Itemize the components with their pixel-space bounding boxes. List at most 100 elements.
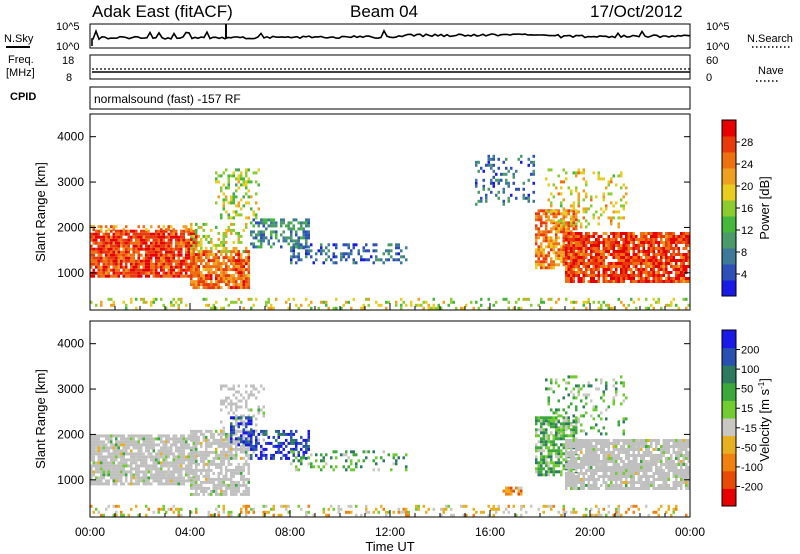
scatter-cell (292, 453, 295, 457)
scatter-cell (230, 300, 233, 304)
scatter-cell (277, 435, 280, 439)
scatter-cell (332, 468, 335, 472)
scatter-cell (155, 479, 158, 483)
scatter-cell (97, 265, 100, 269)
scatter-cell (640, 235, 643, 238)
scatter-cell (567, 253, 570, 256)
scatter-cell (160, 482, 163, 486)
scatter-cell (260, 230, 263, 234)
scatter-cell (215, 447, 218, 451)
scatter-cell (685, 268, 688, 271)
scatter-cell (110, 467, 113, 471)
scatter-cell (427, 306, 430, 310)
scatter-cell (647, 259, 650, 262)
scatter-cell (312, 465, 315, 469)
scatter-cell (365, 297, 368, 301)
scatter-cell (632, 241, 635, 244)
scatter-cell (125, 250, 128, 254)
scatter-cell (162, 440, 165, 444)
scatter-cell (622, 271, 625, 274)
scatter-cell (230, 431, 233, 435)
scatter-cell (207, 262, 210, 266)
scatter-cell (615, 271, 618, 274)
scatter-cell (285, 239, 288, 243)
scatter-cell (347, 300, 350, 304)
scatter-cell (582, 300, 585, 304)
scatter-cell (242, 444, 245, 448)
scatter-cell (577, 241, 580, 244)
scatter-cell (602, 271, 605, 274)
scatter-cell (295, 468, 298, 472)
scatter-cell (177, 241, 180, 245)
scatter-cell (172, 271, 175, 275)
scatter-cell (195, 465, 198, 469)
scatter-cell (632, 439, 635, 442)
scatter-cell (562, 219, 565, 223)
scatter-cell (632, 457, 635, 460)
scatter-cell (137, 256, 140, 260)
scatter-cell (627, 232, 630, 235)
scatter-cell (170, 479, 173, 483)
scatter-cell (210, 489, 213, 493)
scatter-cell (547, 210, 550, 214)
scatter-cell (487, 297, 490, 301)
scatter-cell (535, 236, 538, 240)
scatter-cell (107, 253, 110, 257)
scatter-cell (237, 437, 240, 441)
scatter-cell (140, 461, 143, 465)
scatter-cell (132, 268, 135, 272)
scatter-cell (220, 441, 223, 445)
scatter-cell (165, 479, 168, 483)
scatter-cell (190, 283, 193, 287)
scatter-cell (240, 414, 243, 418)
scatter-cell (632, 451, 635, 454)
scatter-cell (577, 219, 580, 223)
scatter-cell (592, 426, 595, 430)
scatter-cell (192, 492, 195, 496)
scatter-cell (235, 450, 238, 454)
scatter-cell (547, 168, 550, 172)
scatter-cell (580, 463, 583, 466)
scatter-cell (592, 232, 595, 235)
scatter-cell (237, 462, 240, 466)
scatter-cell (235, 189, 238, 193)
scatter-cell (202, 486, 205, 490)
date-title: 17/Oct/2012 (590, 2, 683, 21)
scatter-cell (170, 238, 173, 242)
scatter-cell (160, 253, 163, 257)
scatter-cell (160, 455, 163, 459)
scatter-cell (127, 250, 130, 254)
scatter-cell (295, 444, 298, 448)
scatter-cell (607, 180, 610, 184)
scatter-cell (100, 473, 103, 477)
scatter-cell (547, 437, 550, 441)
scatter-cell (562, 428, 565, 432)
scatter-cell (167, 461, 170, 465)
scatter-cell (117, 455, 120, 459)
scatter-cell (372, 450, 375, 454)
scatter-cell (570, 448, 573, 451)
scatter-cell (137, 434, 140, 438)
scatter-cell (597, 216, 600, 220)
scatter-cell (222, 277, 225, 281)
scatter-cell (592, 256, 595, 259)
scatter-cell (262, 236, 265, 240)
scatter-cell (192, 432, 195, 436)
scatter-cell (240, 259, 243, 263)
scatter-cell (97, 225, 100, 229)
scatter-cell (250, 195, 253, 199)
scatter-cell (242, 228, 245, 232)
scatter-cell (630, 256, 633, 259)
scatter-cell (162, 470, 165, 474)
scatter-cell (147, 271, 150, 275)
nave-tick-top: 60 (706, 55, 718, 67)
scatter-cell (115, 262, 118, 266)
scatter-cell (97, 259, 100, 263)
scatter-cell (112, 247, 115, 251)
scatter-cell (197, 435, 200, 439)
scatter-cell (117, 443, 120, 447)
scatter-cell (180, 455, 183, 459)
scatter-cell (155, 247, 158, 251)
scatter-cell (335, 297, 338, 301)
scatter-cell (585, 268, 588, 271)
